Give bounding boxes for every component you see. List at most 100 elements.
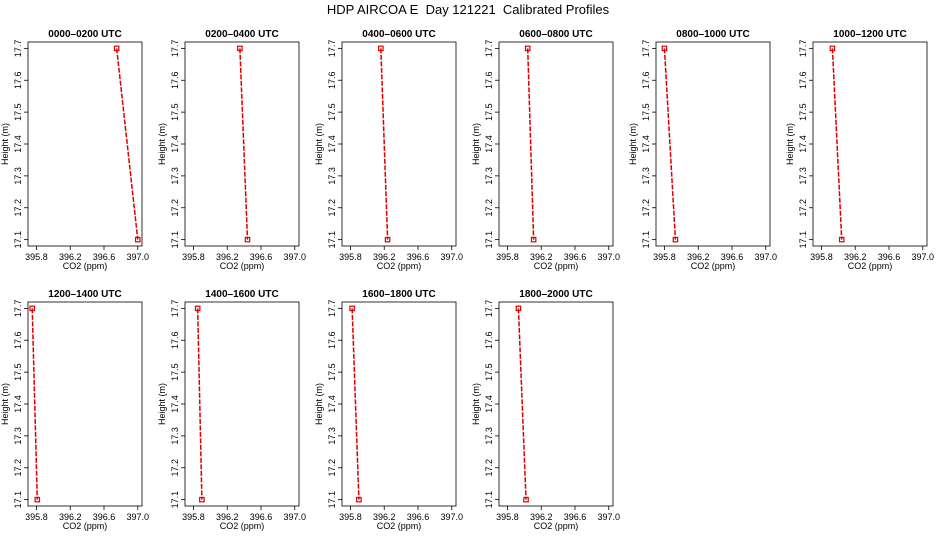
data-point — [194, 305, 201, 312]
x-tick-label: 395.8 — [182, 512, 205, 522]
y-tick-label: 17.2 — [327, 459, 337, 477]
y-tick-label: 17.6 — [170, 331, 180, 349]
y-tick-label: 17.2 — [484, 199, 494, 217]
y-tick-label: 17.2 — [170, 459, 180, 477]
y-axis-label: Height (m) — [157, 383, 167, 425]
profile-panel-6: 1200–1400 UTC 395.8 396.2 396.6 397.0 17.1 17.… — [0, 289, 149, 531]
y-tick-label: 17.3 — [170, 427, 180, 445]
x-tick-label: 395.8 — [496, 252, 519, 262]
y-tick-label: 17.6 — [170, 71, 180, 89]
data-point — [244, 236, 251, 243]
x-axis-label: CO2 (ppm) — [534, 261, 579, 271]
y-tick-label: 17.7 — [798, 40, 808, 58]
y-tick-label: 17.3 — [484, 427, 494, 445]
series-line — [831, 48, 843, 240]
figure-title: HDP AIRCOA E Day 121221 Calibrated Profi… — [326, 2, 610, 17]
x-axis-label: CO2 (ppm) — [63, 261, 108, 271]
data-point — [530, 236, 537, 243]
y-tick-label: 17.1 — [327, 491, 337, 509]
data-point — [356, 496, 362, 503]
series-line — [663, 48, 677, 240]
x-tick-label: 395.8 — [25, 252, 48, 262]
y-tick-label: 17.7 — [13, 300, 23, 318]
y-axis-label: Height (m) — [314, 383, 324, 425]
y-axis-label: Height (m) — [314, 123, 324, 165]
x-tick-label: 396.6 — [93, 252, 116, 262]
y-tick-label: 17.3 — [13, 427, 23, 445]
profile-panel-1: 0200–0400 UTC 395.8 396.2 396.6 397.0 17.1 17.… — [157, 29, 306, 271]
x-tick-label: 396.6 — [407, 252, 430, 262]
data-point — [199, 496, 205, 503]
y-tick-label: 17.3 — [641, 167, 651, 185]
panel-title: 0000–0200 UTC — [48, 29, 121, 40]
x-tick-label: 396.2 — [530, 252, 553, 262]
y-tick-label: 17.7 — [484, 40, 494, 58]
data-point — [34, 496, 41, 503]
y-tick-label: 17.2 — [13, 459, 23, 477]
data-point — [515, 305, 522, 312]
y-axis-label: Height (m) — [471, 383, 481, 425]
y-tick-label: 17.4 — [327, 135, 337, 153]
series-line — [517, 308, 527, 500]
data-point — [661, 45, 668, 52]
x-tick-label: 396.6 — [564, 252, 587, 262]
data-point — [237, 45, 243, 52]
y-tick-label: 17.3 — [170, 167, 180, 185]
x-tick-label: 395.8 — [339, 512, 362, 522]
y-tick-label: 17.4 — [327, 395, 337, 413]
y-tick-label: 17.2 — [13, 199, 23, 217]
x-axis-label: CO2 (ppm) — [220, 261, 265, 271]
data-point — [113, 45, 120, 52]
series-line — [380, 48, 389, 240]
y-tick-label: 17.7 — [484, 300, 494, 318]
y-axis-label: Height (m) — [471, 123, 481, 165]
x-tick-label: 396.2 — [59, 252, 82, 262]
y-tick-label: 17.5 — [798, 103, 808, 121]
y-axis-label: Height (m) — [0, 383, 10, 425]
y-tick-label: 17.7 — [641, 40, 651, 58]
y-tick-label: 17.3 — [327, 167, 337, 185]
panel-title: 0800–1000 UTC — [676, 29, 749, 40]
y-tick-label: 17.5 — [327, 103, 337, 121]
series-line — [115, 48, 139, 240]
x-tick-label: 396.2 — [687, 252, 710, 262]
data-point — [524, 45, 531, 52]
y-tick-label: 17.1 — [484, 491, 494, 509]
y-tick-label: 17.4 — [641, 135, 651, 153]
panel-title: 0600–0800 UTC — [519, 29, 592, 40]
x-axis-label: CO2 (ppm) — [691, 261, 736, 271]
profile-panel-4: 0800–1000 UTC 395.8 396.2 396.6 397.0 17.1 17.… — [628, 29, 777, 271]
panel-title: 1200–1400 UTC — [48, 289, 121, 300]
y-axis-label: Height (m) — [628, 123, 638, 165]
data-point — [523, 496, 529, 503]
plot-frame — [341, 301, 457, 507]
y-tick-label: 17.4 — [170, 395, 180, 413]
panel-title: 1600–1800 UTC — [362, 289, 435, 300]
y-tick-label: 17.5 — [641, 103, 651, 121]
x-tick-label: 397.0 — [284, 512, 307, 522]
plot-frame — [27, 301, 143, 507]
x-tick-label: 396.6 — [564, 512, 587, 522]
y-tick-label: 17.1 — [798, 231, 808, 249]
y-tick-label: 17.2 — [327, 199, 337, 217]
x-tick-label: 396.6 — [878, 252, 901, 262]
data-point — [384, 236, 391, 243]
x-tick-label: 396.2 — [216, 512, 239, 522]
x-tick-label: 396.6 — [93, 512, 116, 522]
y-tick-label: 17.4 — [13, 135, 23, 153]
y-tick-label: 17.6 — [13, 71, 23, 89]
x-tick-label: 397.0 — [441, 252, 464, 262]
y-tick-label: 17.7 — [327, 300, 337, 318]
y-tick-label: 17.1 — [327, 231, 337, 249]
x-axis-label: CO2 (ppm) — [534, 521, 579, 531]
profile-panel-9: 1800–2000 UTC 395.8 396.2 396.6 397.0 17.1 17.… — [471, 289, 620, 531]
panel-title: 1000–1200 UTC — [833, 29, 906, 40]
panel-title: 1400–1600 UTC — [205, 289, 278, 300]
profile-panel-7: 1400–1600 UTC 395.8 396.2 396.6 397.0 17.1 17.… — [157, 289, 306, 531]
y-tick-label: 17.2 — [798, 199, 808, 217]
plot-frame — [498, 41, 614, 247]
profile-panel-8: 1600–1800 UTC 395.8 396.2 396.6 397.0 17.1 17.… — [314, 289, 463, 531]
y-tick-label: 17.5 — [327, 363, 337, 381]
y-tick-label: 17.7 — [170, 300, 180, 318]
